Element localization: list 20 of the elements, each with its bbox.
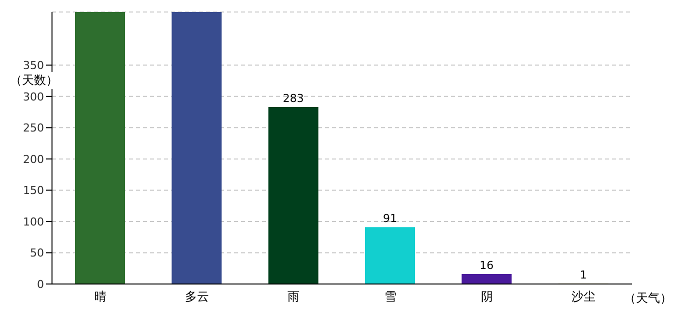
y-tick-label: 250 (23, 122, 44, 135)
y-tick-label: 100 (23, 215, 44, 228)
data-label: 283 (282, 92, 304, 106)
data-label: 91 (383, 212, 397, 226)
y-tick-label: 150 (23, 184, 44, 198)
x-axis-title: （天气） (624, 290, 672, 307)
y-tick-label: 50 (30, 246, 44, 260)
y-tick-label: 200 (23, 152, 44, 166)
x-tick-label: 晴 (94, 290, 106, 304)
x-tick-label: 雪 (384, 290, 396, 304)
y-tick-label: 350 (23, 59, 44, 72)
data-label: 16 (480, 258, 494, 272)
y-tick-label: 300 (23, 90, 44, 104)
data-label: 1 (580, 268, 587, 282)
x-tick-label: 阴 (481, 290, 493, 304)
x-tick-label: 雨 (288, 290, 300, 304)
x-tick-label: 沙尘 (572, 290, 596, 304)
y-axis-title: （天数） (10, 72, 58, 89)
x-tick-label: 多云 (185, 290, 209, 304)
y-tick-label: 0 (37, 278, 44, 291)
